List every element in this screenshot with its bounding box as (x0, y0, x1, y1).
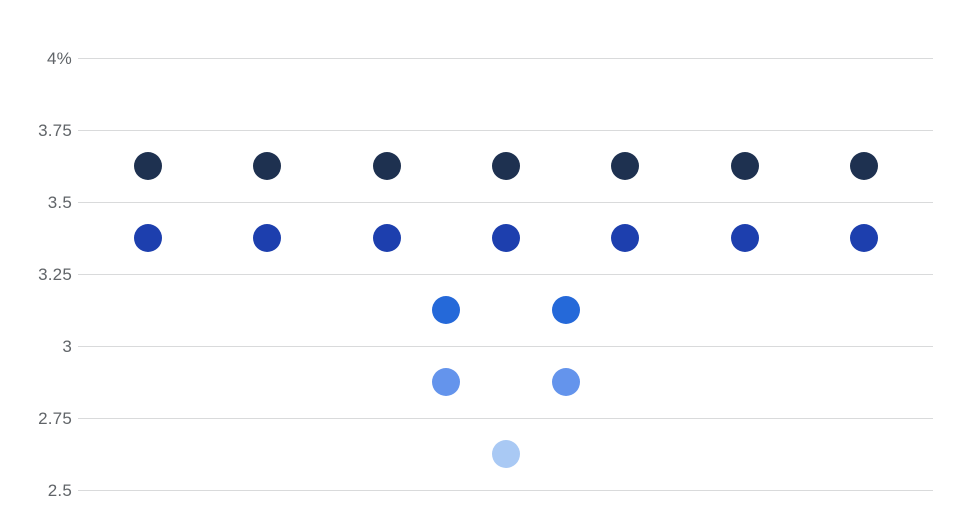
gridline (78, 130, 933, 131)
projection-dot (730, 224, 759, 252)
projection-dot (492, 440, 520, 468)
gridline (78, 202, 933, 203)
projection-dot (611, 152, 640, 180)
y-axis-tick-label: 3.25 (38, 265, 72, 284)
projection-dot (730, 152, 759, 180)
projection-dot (492, 224, 520, 252)
projection-dot (253, 152, 282, 180)
y-axis-tick-label: 2.75 (38, 409, 72, 428)
projection-dot (849, 224, 878, 252)
y-axis-tick-label: 3.5 (47, 193, 72, 212)
gridline (78, 418, 933, 419)
projection-dot (134, 224, 163, 252)
projection-dot (492, 152, 520, 180)
y-axis-tick-label: 3 (62, 337, 72, 356)
gridline (78, 58, 933, 59)
projection-dot (432, 296, 461, 324)
projection-dot (551, 296, 580, 324)
projection-dot (432, 368, 461, 396)
projection-dot (551, 368, 580, 396)
projection-dot (849, 152, 878, 180)
gridline (78, 490, 933, 491)
projection-dot (372, 224, 401, 252)
projection-dot (134, 152, 163, 180)
y-axis-tick-label: 4% (47, 49, 72, 68)
projection-dot (372, 152, 401, 180)
projection-dot (253, 224, 282, 252)
gridline (78, 274, 933, 275)
y-axis-tick-label: 3.75 (38, 121, 72, 140)
projection-dot (611, 224, 640, 252)
y-axis-tick-label: 2.5 (47, 481, 72, 500)
gridline (78, 346, 933, 347)
